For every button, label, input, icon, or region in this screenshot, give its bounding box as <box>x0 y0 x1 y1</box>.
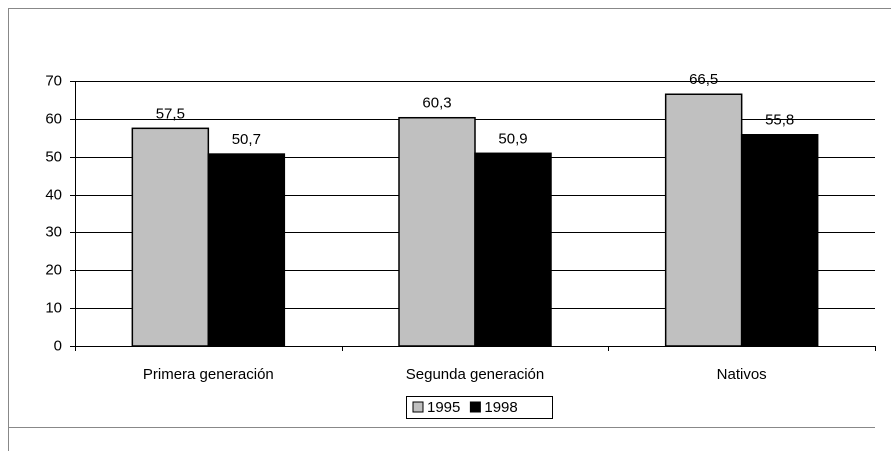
legend-swatch <box>469 401 481 413</box>
x-tick-label: Primera generación <box>143 366 274 383</box>
bar <box>131 127 210 347</box>
y-tick-label: 10 <box>45 299 62 316</box>
legend-label: 1995 <box>427 399 460 416</box>
y-tick-label: 0 <box>54 337 62 354</box>
legend-swatch <box>412 401 424 413</box>
y-tick-label: 40 <box>45 186 62 203</box>
value-label: 60,3 <box>422 95 451 112</box>
legend-label: 1998 <box>484 399 517 416</box>
value-label: 66,5 <box>689 71 718 88</box>
bar <box>664 93 743 347</box>
y-tick-label: 50 <box>45 148 62 165</box>
bar <box>740 134 819 347</box>
y-tick-label: 70 <box>45 72 62 89</box>
value-label: 50,7 <box>232 131 261 148</box>
y-tick-label: 20 <box>45 261 62 278</box>
legend-box <box>406 396 553 419</box>
y-tick-label: 30 <box>45 223 62 240</box>
bar <box>207 153 286 347</box>
bar <box>474 152 552 347</box>
value-label: 55,8 <box>765 112 794 129</box>
bar <box>398 116 476 347</box>
x-tick-label: Segunda generación <box>406 366 544 383</box>
value-label: 57,5 <box>156 105 185 122</box>
x-tick-label: Nativos <box>717 366 767 383</box>
y-tick-label: 60 <box>45 110 62 127</box>
value-label: 50,9 <box>498 130 527 147</box>
